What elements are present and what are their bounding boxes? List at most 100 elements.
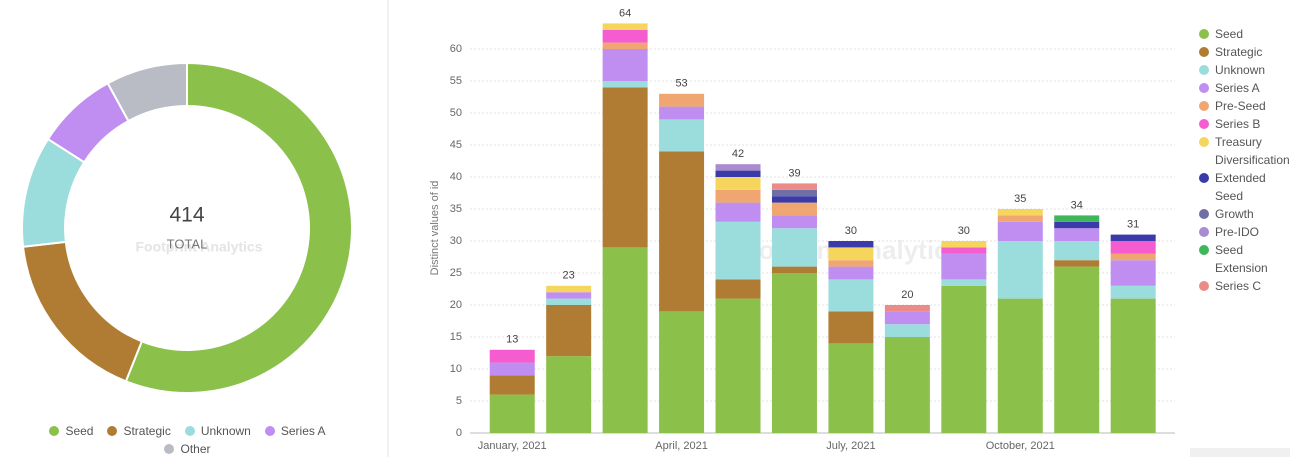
legend-item[interactable]: Extended Seed bbox=[1199, 169, 1287, 205]
legend-swatch bbox=[107, 426, 118, 436]
legend-item[interactable]: Strategic bbox=[107, 422, 171, 440]
bar-segment bbox=[941, 285, 987, 433]
legend-swatch bbox=[1199, 29, 1209, 39]
bar-segment bbox=[1110, 285, 1156, 299]
legend-label: Pre-IDO bbox=[1215, 225, 1260, 239]
bar-segment bbox=[1110, 241, 1156, 254]
legend-item[interactable]: Seed bbox=[49, 422, 93, 440]
bar-segment bbox=[771, 273, 817, 433]
bar-segment bbox=[941, 279, 987, 286]
legend-label: Series B bbox=[1215, 117, 1261, 131]
total-label: 42 bbox=[732, 148, 744, 160]
total-value: 414 bbox=[169, 204, 204, 227]
legend-swatch bbox=[164, 444, 175, 454]
total-label: TOTAL bbox=[167, 236, 208, 251]
bar-segment bbox=[1054, 260, 1100, 267]
legend-item[interactable]: Unknown bbox=[1199, 61, 1287, 79]
legend-swatch bbox=[1199, 227, 1209, 237]
legend-swatch bbox=[1199, 173, 1209, 183]
legend-item[interactable]: Series B bbox=[1199, 115, 1287, 133]
bar-segment bbox=[997, 221, 1043, 241]
y-tick-label: 35 bbox=[450, 203, 462, 215]
bar-segment bbox=[1054, 241, 1100, 261]
legend: Seed Strategic Unknown Series A Pre-Seed Seri… bbox=[1199, 25, 1290, 295]
bar-segment bbox=[828, 279, 874, 312]
legend-item[interactable]: Pre-Seed bbox=[1199, 97, 1287, 115]
x-tick-label: January, 2021 bbox=[478, 440, 547, 452]
bar-segment bbox=[546, 298, 592, 305]
total-label: 31 bbox=[1127, 219, 1139, 231]
bar-segment bbox=[828, 266, 874, 280]
legend-label: Extended Seed bbox=[1215, 171, 1266, 203]
bar-segment bbox=[602, 81, 648, 88]
legend-item[interactable]: Series A bbox=[1199, 79, 1287, 97]
total-label: 39 bbox=[788, 167, 800, 179]
bar-segment bbox=[884, 324, 930, 337]
bar-segment bbox=[771, 202, 817, 216]
bar-segment bbox=[659, 106, 705, 120]
bar-segment bbox=[659, 311, 705, 433]
y-tick-label: 20 bbox=[450, 299, 462, 311]
legend-swatch bbox=[49, 426, 60, 436]
y-tick-label: 5 bbox=[456, 395, 462, 407]
legend-item[interactable]: Unknown bbox=[184, 422, 251, 440]
bar-segment bbox=[1054, 221, 1100, 229]
y-tick-label: 30 bbox=[450, 235, 462, 247]
bar-segment bbox=[602, 87, 648, 248]
total-label: 13 bbox=[506, 334, 518, 346]
donut-slice bbox=[106, 61, 188, 123]
bar-segment bbox=[1054, 215, 1100, 222]
y-tick-label: 55 bbox=[450, 75, 462, 87]
bar-segment bbox=[715, 170, 761, 177]
legend-item[interactable]: Growth bbox=[1199, 205, 1287, 223]
bar-segment bbox=[489, 349, 535, 363]
y-tick-label: 25 bbox=[450, 267, 462, 279]
legend-item[interactable]: Series C bbox=[1199, 277, 1287, 295]
scrollbar bbox=[1190, 448, 1290, 457]
bar-segment bbox=[546, 292, 592, 299]
total-label: 34 bbox=[1071, 199, 1083, 211]
legend-item[interactable]: Other bbox=[164, 440, 211, 457]
total-label: 23 bbox=[563, 270, 575, 282]
bar-segment bbox=[771, 196, 817, 203]
y-tick-label: 45 bbox=[450, 139, 462, 151]
legend-swatch bbox=[1199, 47, 1209, 57]
bar-segment bbox=[1110, 234, 1156, 241]
legend-swatch bbox=[184, 426, 195, 436]
legend-item[interactable]: Seed Extension bbox=[1199, 241, 1287, 277]
bar-segment bbox=[715, 221, 761, 280]
bar-segment bbox=[884, 305, 930, 312]
legend-item[interactable]: Treasury Diversification bbox=[1199, 133, 1290, 169]
bar-segment bbox=[602, 42, 648, 49]
bar-segment bbox=[771, 189, 817, 197]
bar-segment bbox=[715, 202, 761, 222]
legend-item[interactable]: Series A bbox=[264, 422, 326, 440]
legend-label: Series A bbox=[280, 424, 326, 438]
bar-segment bbox=[771, 183, 817, 190]
watermark: Footprint Analytics bbox=[135, 239, 262, 255]
legend-swatch bbox=[1199, 83, 1209, 93]
bar-segment bbox=[715, 177, 761, 190]
legend-label: Pre-Seed bbox=[1215, 99, 1266, 113]
legend-swatch bbox=[1199, 245, 1209, 255]
legend-item[interactable]: Pre-IDO bbox=[1199, 223, 1287, 241]
bar-segment bbox=[489, 375, 535, 395]
bar-segment bbox=[997, 209, 1043, 216]
legend-item[interactable]: Strategic bbox=[1199, 43, 1287, 61]
legend-item[interactable]: Seed bbox=[1199, 25, 1287, 43]
legend: Seed Strategic Unknown Series A Other bbox=[20, 422, 355, 457]
bar-segment bbox=[489, 362, 535, 376]
legend-label: Growth bbox=[1215, 207, 1254, 221]
bar-segment bbox=[828, 247, 874, 261]
y-axis-title: Distinct values of id bbox=[429, 181, 441, 276]
bar-segment bbox=[602, 23, 648, 30]
bar-segment bbox=[1110, 253, 1156, 261]
bar-segment bbox=[941, 253, 987, 280]
bar-segment bbox=[715, 164, 761, 171]
bar-segment bbox=[602, 29, 648, 43]
bar-segment bbox=[997, 298, 1043, 433]
bar-segment bbox=[546, 356, 592, 433]
legend-swatch bbox=[1199, 119, 1209, 129]
legend-label: Other bbox=[180, 442, 211, 456]
